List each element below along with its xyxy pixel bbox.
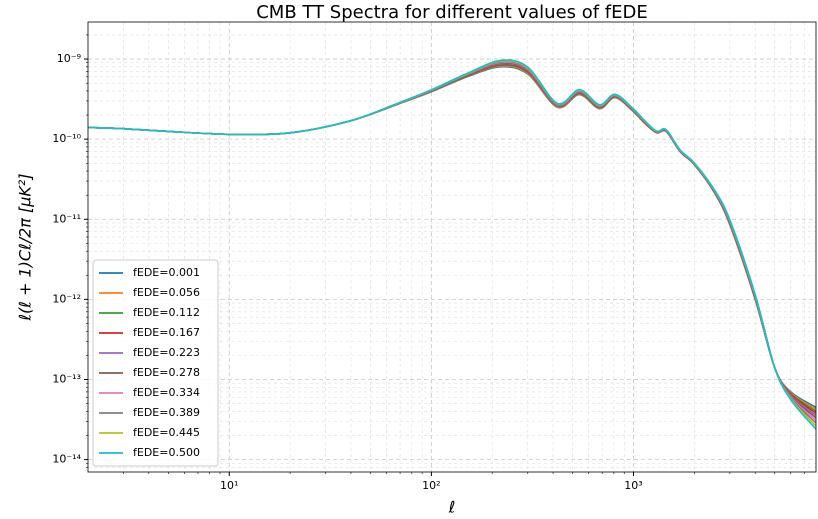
axes: 10¹ 10² 10³ 10⁻¹⁴ 10⁻¹³ 10⁻¹² 10⁻¹¹ 10⁻¹⁰ 10⁻⁹: [52, 21, 817, 492]
legend-label: fEDE=0.167: [133, 326, 200, 339]
legend-label: fEDE=0.278: [133, 366, 200, 379]
legend-label: fEDE=0.500: [133, 446, 200, 459]
plot-frame: [87, 21, 817, 473]
legend-box: [92, 259, 219, 467]
plot-lines: [88, 59, 816, 430]
y-tick-label: 10⁻⁹: [57, 52, 81, 65]
chart-title: CMB TT Spectra for different values of f…: [256, 2, 648, 23]
y-axis-label: ℓ(ℓ + 1)Cℓ/2π [μK²]: [16, 173, 35, 321]
legend-label: fEDE=0.223: [133, 346, 200, 359]
legend-label: fEDE=0.389: [133, 406, 200, 419]
legend-label: fEDE=0.112: [133, 306, 200, 319]
x-tick-label: 10²: [422, 479, 440, 492]
y-tick-label: 10⁻¹⁴: [52, 453, 81, 466]
series-line: [88, 59, 816, 430]
y-tick-label: 10⁻¹²: [52, 292, 81, 305]
y-tick-label: 10⁻¹³: [52, 372, 81, 385]
x-axis-label: ℓ: [448, 498, 456, 517]
x-tick-label: 10³: [624, 479, 642, 492]
legend: fEDE=0.001 fEDE=0.056 fEDE=0.112 fEDE=0.167…: [92, 259, 219, 467]
legend-label: fEDE=0.334: [133, 386, 200, 399]
y-tick-label: 10⁻¹¹: [52, 212, 81, 225]
legend-label: fEDE=0.445: [133, 426, 200, 439]
x-tick-label: 10¹: [220, 479, 238, 492]
y-tick-label: 10⁻¹⁰: [52, 132, 81, 145]
legend-label: fEDE=0.001: [133, 266, 200, 279]
legend-label: fEDE=0.056: [133, 286, 200, 299]
